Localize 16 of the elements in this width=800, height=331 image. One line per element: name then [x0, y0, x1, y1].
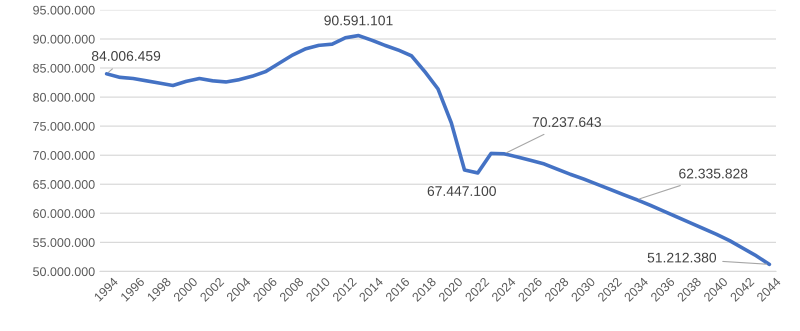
y-tick-label: 65.000.000	[33, 180, 95, 189]
y-tick-label: 50.000.000	[33, 267, 95, 276]
y-tick-label: 90.000.000	[33, 34, 95, 44]
annotation: 62.335.828	[679, 168, 748, 178]
y-tick-label: 55.000.000	[33, 238, 95, 248]
y-tick-label: 80.000.000	[33, 92, 95, 102]
annotation: 51.212.380	[648, 252, 716, 263]
annotation: 70.237.643	[532, 117, 601, 127]
annotation: 67.447.100	[428, 186, 496, 196]
y-tick-label: 85.000.000	[33, 64, 95, 73]
annotation: 84.006.459	[92, 51, 160, 61]
y-tick-label: 75.000.000	[33, 122, 95, 131]
annotation: 90.591.101	[324, 16, 393, 26]
y-tick-label: 95.000.000	[33, 6, 95, 15]
y-tick-label: 70.000.000	[33, 151, 95, 160]
y-tick-label: 60.000.000	[33, 209, 95, 218]
